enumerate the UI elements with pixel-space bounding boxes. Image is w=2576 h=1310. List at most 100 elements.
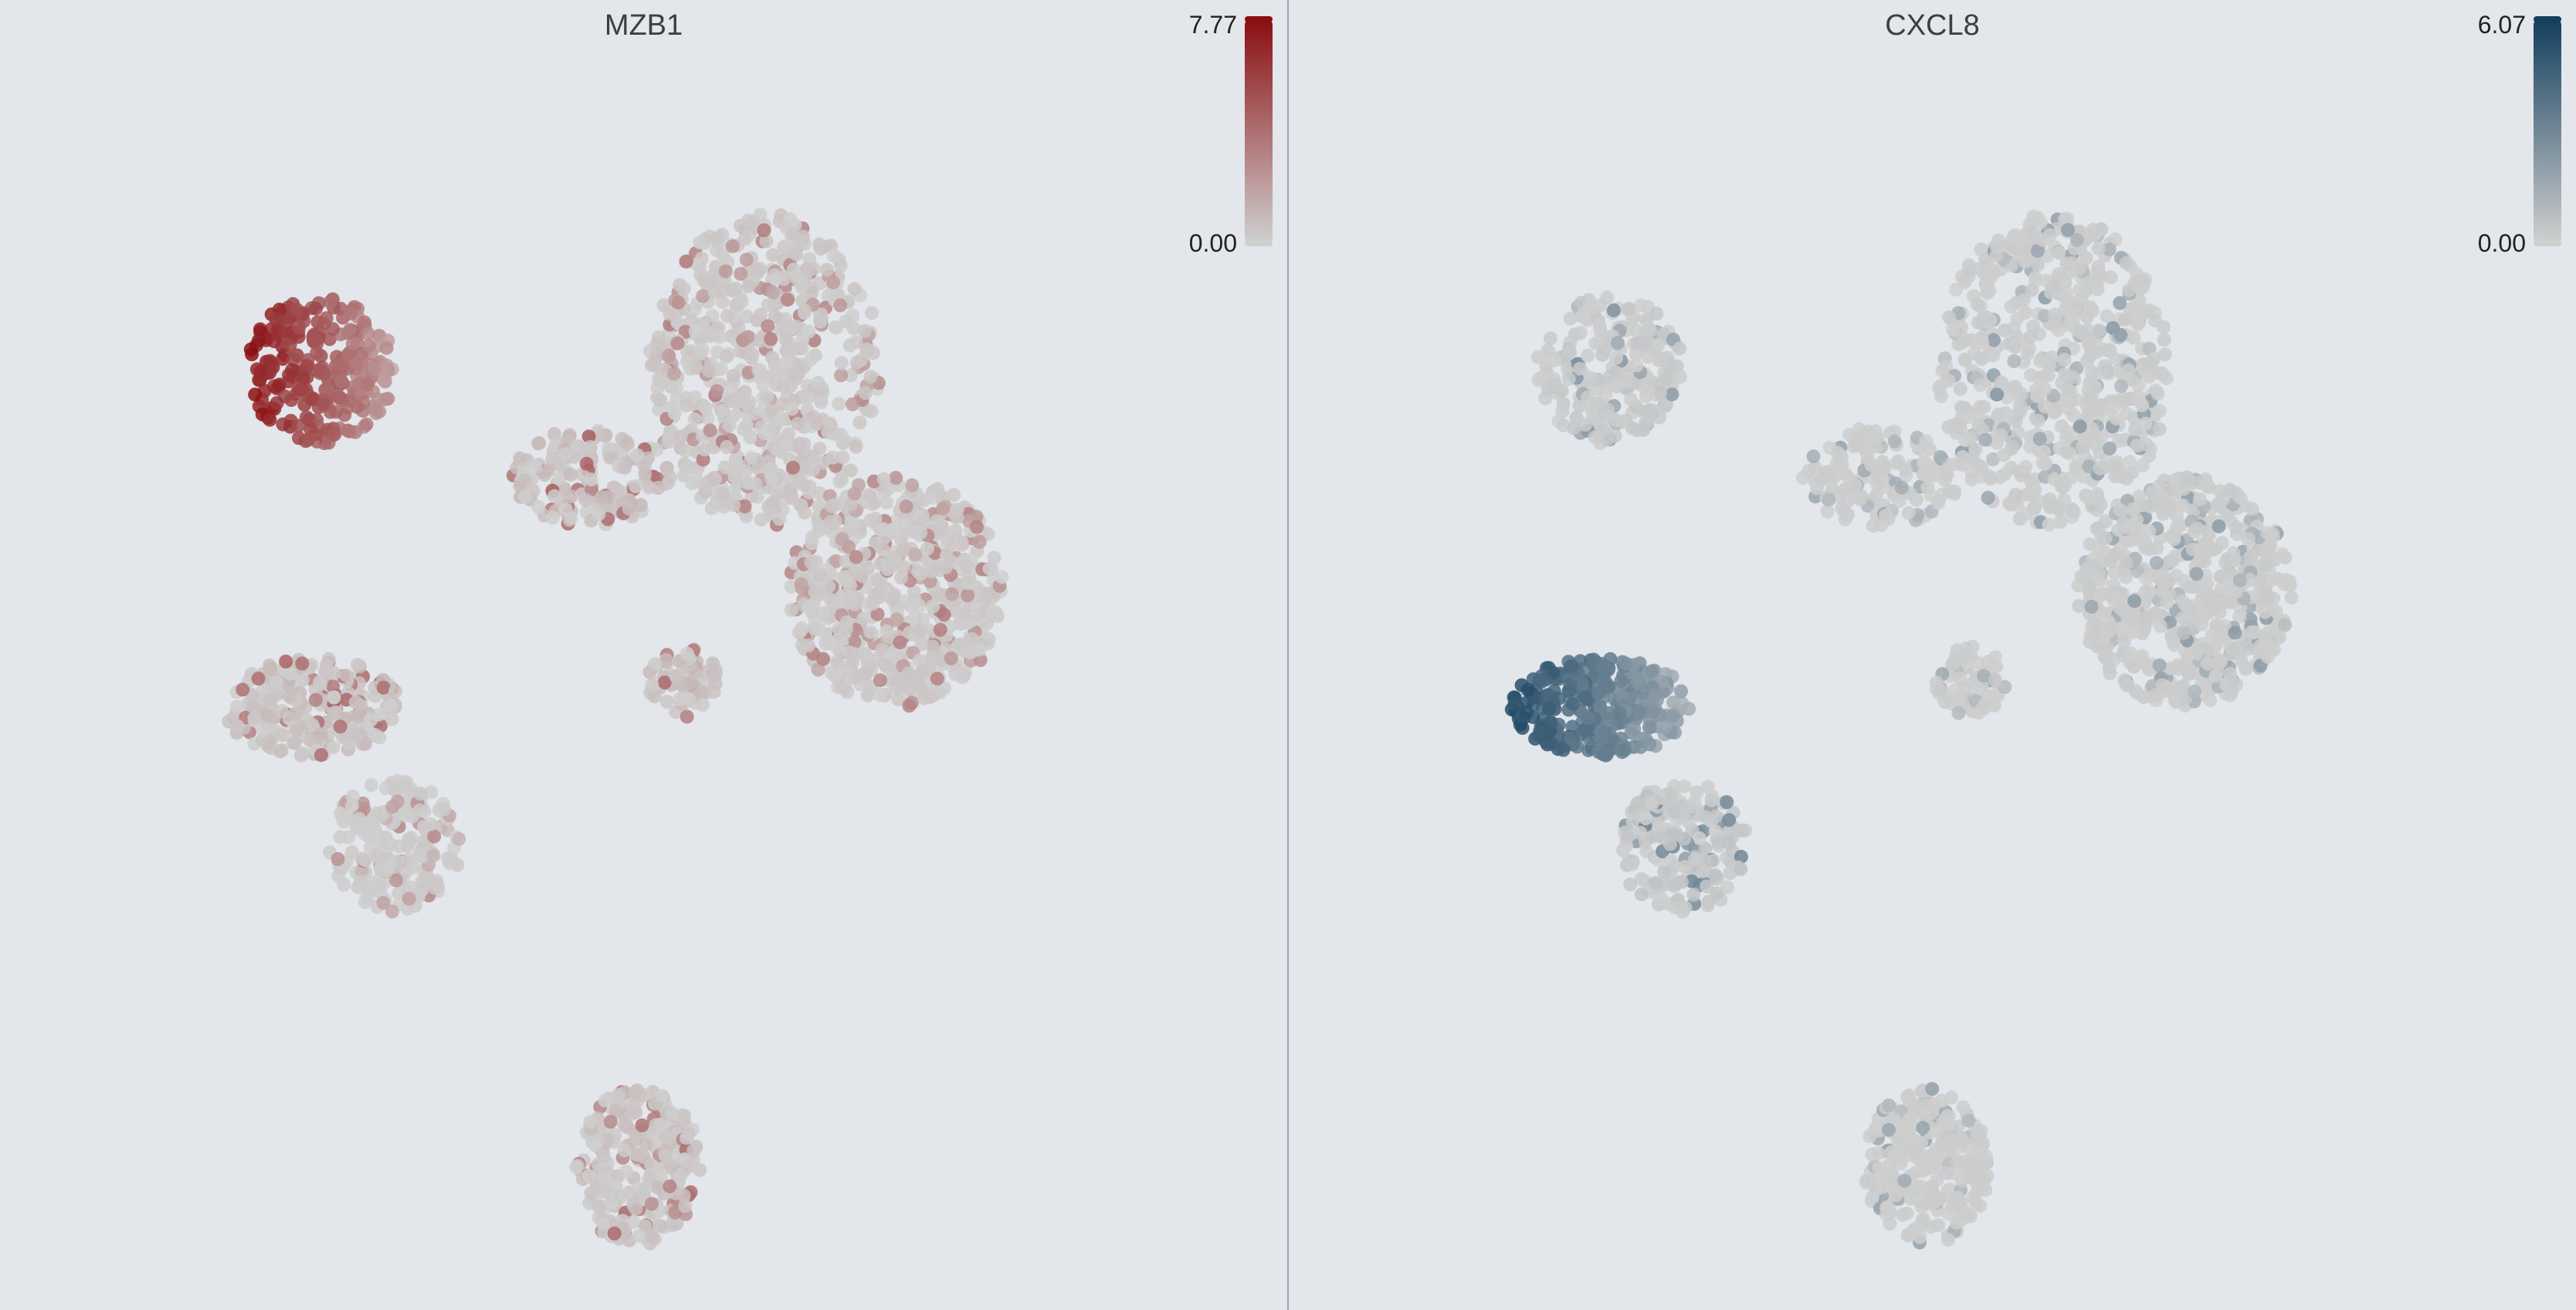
cell-point	[376, 895, 391, 910]
cell-point	[581, 429, 596, 444]
cell-point	[662, 429, 676, 444]
cell-point	[761, 298, 775, 313]
cell-point	[2232, 573, 2247, 587]
cell-point	[2031, 413, 2046, 428]
cell-point	[348, 357, 363, 371]
cell-point	[2008, 489, 2022, 504]
cell-point	[1602, 409, 1617, 424]
cell-point	[1822, 440, 1837, 455]
cell-point	[2135, 459, 2150, 473]
cell-point	[531, 436, 546, 451]
cell-point	[2041, 368, 2056, 383]
cell-point	[369, 848, 384, 863]
cell-point	[290, 303, 304, 317]
cell-point	[737, 232, 752, 246]
cell-point	[688, 323, 703, 338]
cell-point	[326, 740, 341, 755]
cell-point	[2120, 471, 2134, 486]
cell-point	[902, 699, 917, 713]
cell-point	[787, 262, 802, 277]
cell-point	[781, 427, 795, 442]
cell-point	[291, 381, 306, 396]
cell-point	[2082, 337, 2096, 351]
cell-point	[704, 501, 719, 516]
cell-point	[905, 478, 920, 493]
cell-point	[1645, 664, 1659, 679]
cell-point	[1963, 431, 1978, 445]
cell-point	[846, 321, 861, 336]
cell-point	[695, 685, 710, 700]
cell-point	[734, 266, 748, 281]
cell-point	[2046, 317, 2061, 332]
cell-point	[1942, 484, 1956, 499]
cell-point	[1722, 813, 1737, 828]
cell-point	[705, 309, 720, 323]
cell-point	[2012, 247, 2025, 262]
cell-point	[926, 599, 941, 614]
cell-point	[1593, 298, 1608, 313]
cell-point	[2086, 559, 2100, 574]
cell-point	[2186, 580, 2201, 594]
cell-point	[2117, 634, 2131, 648]
cell-point	[1645, 797, 1659, 811]
cell-point	[1682, 702, 1696, 716]
cell-point	[2247, 625, 2262, 639]
cell-point	[911, 623, 926, 638]
cell-point	[2033, 354, 2048, 368]
cell-point	[1615, 415, 1629, 429]
cell-point	[1979, 1149, 1994, 1164]
cell-point	[757, 223, 771, 238]
cell-point	[659, 1149, 673, 1164]
cell-point	[585, 482, 598, 497]
cell-point	[2283, 574, 2297, 589]
cell-point	[348, 696, 363, 709]
cell-point	[2117, 313, 2132, 327]
cell-point	[2060, 296, 2075, 311]
cell-point	[777, 239, 791, 254]
cell-point	[1865, 1190, 1879, 1205]
cell-point	[518, 489, 533, 504]
cell-point	[1881, 1122, 1896, 1137]
cell-point	[1902, 1112, 1917, 1127]
cell-point	[1625, 857, 1639, 872]
cell-point	[890, 612, 904, 627]
cell-point	[299, 358, 314, 373]
cell-point	[360, 377, 375, 392]
cell-point	[814, 395, 829, 409]
cell-point	[759, 234, 774, 249]
cell-point	[1673, 370, 1688, 384]
cell-point	[398, 779, 412, 794]
cell-point	[926, 652, 941, 666]
cell-point	[659, 695, 674, 709]
cell-point	[973, 653, 988, 668]
cell-point	[1629, 323, 1644, 338]
cell-point	[815, 606, 830, 621]
cell-point	[1861, 424, 1876, 438]
cell-point	[1885, 504, 1900, 519]
cell-point	[713, 404, 728, 418]
cell-point	[1589, 395, 1604, 410]
cell-point	[682, 459, 697, 474]
cell-point	[402, 892, 416, 906]
cell-point	[2119, 256, 2134, 270]
cell-cluster	[222, 652, 402, 763]
cell-point	[802, 324, 816, 339]
cell-point	[845, 655, 859, 670]
cell-point	[452, 831, 466, 846]
cell-point	[301, 432, 316, 447]
cell-point	[972, 535, 987, 549]
cell-point	[1530, 350, 1545, 364]
cell-point	[1927, 468, 1942, 482]
cell-point	[772, 512, 787, 526]
cell-point	[595, 490, 609, 505]
cell-point	[663, 1179, 677, 1193]
cell-point	[1708, 824, 1723, 838]
cell-point	[819, 631, 834, 646]
cell-cluster	[569, 1083, 707, 1251]
cell-point	[846, 397, 859, 411]
cell-point	[795, 234, 809, 249]
cell-point	[2088, 616, 2103, 631]
cell-point	[699, 401, 713, 415]
cell-point	[1588, 337, 1603, 350]
cell-point	[287, 736, 302, 750]
